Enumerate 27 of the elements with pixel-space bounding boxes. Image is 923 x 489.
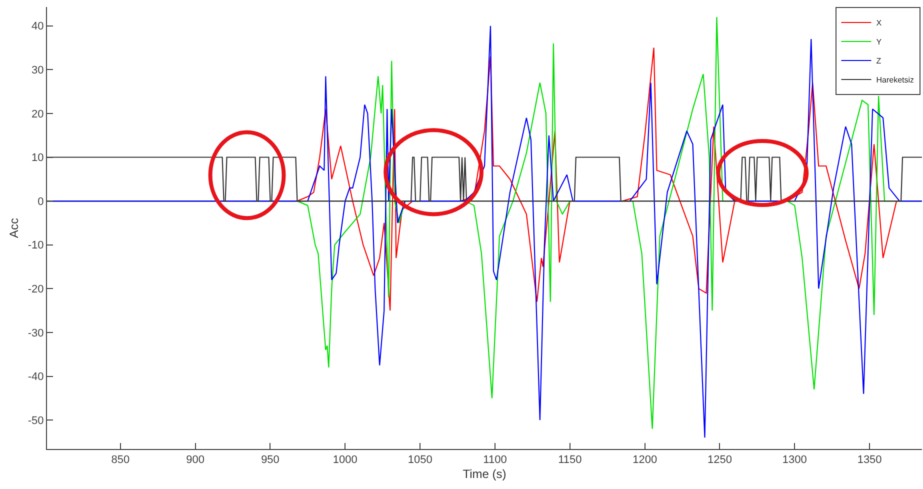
legend-label: X — [876, 18, 882, 28]
x-tick-label: 1200 — [632, 454, 658, 466]
y-tick-label: 10 — [32, 152, 44, 164]
y-tick-label: -30 — [28, 327, 44, 340]
y-tick-label: 0 — [38, 196, 44, 208]
y-tick-label: 20 — [32, 108, 44, 120]
y-tick-label: -50 — [28, 414, 44, 427]
y-tick-label: 30 — [32, 64, 44, 76]
x-tick-label: 1250 — [707, 454, 732, 466]
x-tick-label: 950 — [261, 454, 280, 466]
y-tick-label: -20 — [28, 284, 44, 296]
legend-label: Hareketsiz — [876, 76, 914, 85]
x-tick-label: 850 — [111, 454, 130, 466]
y-axis-title: Acc — [7, 218, 22, 238]
x-tick-label: 1350 — [857, 454, 882, 466]
legend-label: Z — [876, 56, 882, 66]
y-tick-label: 40 — [32, 20, 44, 33]
x-tick-label: 1300 — [782, 454, 807, 466]
x-tick-label: 1100 — [483, 454, 507, 466]
legend-label: Y — [876, 38, 882, 47]
x-tick-label: 1050 — [408, 454, 432, 466]
y-tick-label: -40 — [28, 371, 44, 384]
y-tick-label: -10 — [28, 240, 44, 252]
x-tick-label: 900 — [186, 454, 205, 466]
x-tick-label: 1150 — [558, 454, 582, 466]
x-tick-label: 1000 — [332, 454, 358, 466]
x-axis-title: Time (s) — [462, 467, 506, 482]
